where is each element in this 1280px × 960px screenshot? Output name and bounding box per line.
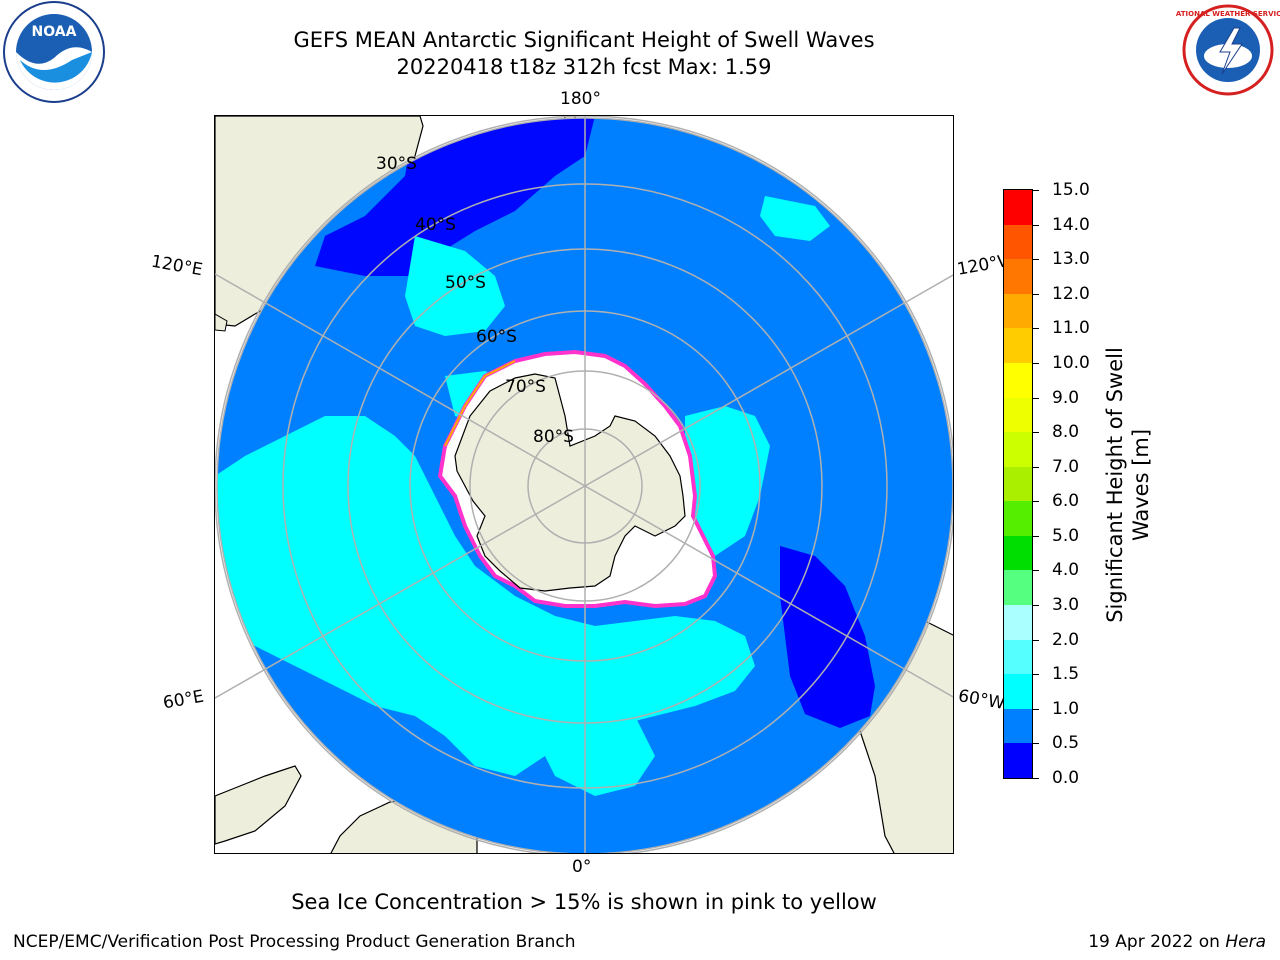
- credit-text: NCEP/EMC/Verification Post Processing Pr…: [13, 932, 576, 952]
- colorbar-tickmark: [1033, 501, 1039, 503]
- colorbar-bin-0-0.5: [1004, 743, 1032, 778]
- colorbar-bin-8-9: [1004, 397, 1032, 433]
- low-swell-patch-tasman: [315, 118, 595, 276]
- date-text: 19 Apr 2022 on Hera: [1088, 932, 1266, 952]
- colorbar-bin-12-13: [1004, 259, 1032, 294]
- colorbar-tick-label: 12.0: [1052, 283, 1090, 304]
- colorbar-tick-label: 9.0: [1052, 387, 1080, 408]
- meridian-label-60w: 60°W: [956, 686, 1006, 714]
- national-weather-service-logo: NATIONAL WEATHER SERVICE: [1176, 4, 1280, 96]
- colorbar-bin-6-7: [1004, 466, 1032, 502]
- colorbar-tick-label: 0.0: [1052, 768, 1080, 788]
- antarctica-land: [454, 373, 686, 592]
- lat-label-50: 50°S: [445, 273, 486, 293]
- colorbar-bin-9-10: [1004, 362, 1032, 398]
- chart-title: GEFS MEAN Antarctic Significant Height o…: [293, 28, 875, 52]
- colorbar-tick-label: 0.5: [1052, 733, 1080, 754]
- colorbar-tick-label: 10.0: [1052, 352, 1090, 373]
- lat-label-80: 80°S: [533, 427, 574, 447]
- sea-ice-orange-accent: [444, 360, 516, 447]
- colorbar-bin-2-3: [1004, 605, 1032, 640]
- polar-map: 30°S 40°S 50°S 60°S 70°S 80°S: [214, 115, 954, 854]
- colorbar-label-line2: Waves [m]: [1129, 428, 1153, 542]
- colorbar-tickmark: [1033, 778, 1039, 779]
- colorbar-tick-label: 3.0: [1052, 595, 1080, 616]
- colorbar-bin-14-15: [1004, 190, 1032, 225]
- colorbar-tickmark: [1033, 224, 1039, 226]
- lat-label-60: 60°S: [476, 327, 517, 347]
- colorbar-bin-5-6: [1004, 501, 1032, 536]
- lat-label-40: 40°S: [415, 215, 456, 235]
- meridian-label-0: 0°: [572, 857, 592, 877]
- colorbar-tickmark: [1033, 328, 1039, 330]
- colorbar-tick-label: 8.0: [1052, 422, 1080, 443]
- colorbar-bin-4-5: [1004, 535, 1032, 571]
- swell-patch-southern: [535, 676, 655, 796]
- noaa-logo-text: NOAA: [32, 24, 77, 40]
- meridian-label-60e: 60°E: [161, 686, 206, 714]
- colorbar-tickmark: [1033, 535, 1039, 537]
- low-swell-patch-patagonia: [780, 546, 875, 728]
- colorbar-tick-label: 1.0: [1052, 698, 1080, 719]
- island-land: [215, 313, 228, 332]
- lat-label-70: 70°S: [505, 377, 546, 397]
- meridian-label-120e: 120°E: [149, 251, 205, 281]
- colorbar-tickmark: [1033, 605, 1039, 607]
- colorbar-tickmark: [1033, 570, 1039, 572]
- swell-patch-pacific: [685, 406, 770, 556]
- machine-name: Hera: [1225, 932, 1266, 952]
- colorbar-label: Significant Height of Swell Waves [m]: [1102, 347, 1154, 623]
- date-prefix: 19 Apr 2022 on: [1088, 932, 1226, 952]
- colorbar-tickmark: [1033, 639, 1039, 641]
- lat-label-30: 30°S: [376, 154, 417, 174]
- colorbar-tick-label: 1.5: [1052, 664, 1080, 685]
- swell-band-indian: [217, 416, 755, 776]
- colorbar-tickmark: [1033, 259, 1039, 261]
- colorbar-tickmark: [1033, 293, 1039, 295]
- colorbar-bin-10-11: [1004, 328, 1032, 363]
- colorbar-bin-11-12: [1004, 293, 1032, 329]
- colorbar-tick-label: 5.0: [1052, 525, 1080, 546]
- colorbar-bin-1-1.5: [1004, 674, 1032, 709]
- colorbar-tick-label: 6.0: [1052, 491, 1080, 512]
- sea-ice-note: Sea Ice Concentration > 15% is shown in …: [291, 890, 877, 914]
- swell-patch-south-tasman: [405, 236, 505, 336]
- colorbar-bin-0.5-1: [1004, 708, 1032, 744]
- colorbar-bin-13-14: [1004, 224, 1032, 260]
- colorbar-tick-label: 14.0: [1052, 214, 1090, 235]
- meridian-label-180: 180°: [560, 89, 601, 109]
- colorbar-tickmark: [1033, 466, 1039, 468]
- colorbar-tickmark: [1033, 190, 1039, 191]
- latitude-labels: 30°S 40°S 50°S 60°S 70°S 80°S: [376, 154, 574, 447]
- colorbar-bin-3-4: [1004, 570, 1032, 606]
- graticule: [215, 116, 953, 853]
- africa-land: [215, 765, 302, 845]
- colorbar-tickmark: [1033, 743, 1039, 745]
- colorbar-label-line1: Significant Height of Swell: [1103, 347, 1127, 623]
- meridian-label-120w: 120°W: [955, 252, 1005, 280]
- colorbar-tickmark: [1033, 362, 1039, 364]
- colorbar-bin-1.5-2: [1004, 639, 1032, 675]
- colorbar: [1003, 189, 1033, 779]
- nws-logo-text: NATIONAL WEATHER SERVICE: [1176, 10, 1280, 18]
- colorbar-tick-label: 2.0: [1052, 629, 1080, 650]
- colorbar-tickmark: [1033, 708, 1039, 710]
- map-boundary-circle: [216, 117, 953, 853]
- colorbar-tick-label: 4.0: [1052, 560, 1080, 581]
- noaa-logo: NOAA: [3, 1, 105, 103]
- colorbar-tickmark: [1033, 397, 1039, 399]
- meridian-120e-60w: [215, 273, 953, 698]
- colorbar-tick-label: 11.0: [1052, 318, 1090, 339]
- chart-subtitle: 20220418 t18z 312h fcst Max: 1.59: [396, 55, 772, 79]
- colorbar-bin-7-8: [1004, 432, 1032, 467]
- colorbar-tick-label: 13.0: [1052, 249, 1090, 270]
- colorbar-tickmark: [1033, 432, 1039, 434]
- colorbar-tick-label: 15.0: [1052, 180, 1090, 200]
- colorbar-tickmark: [1033, 674, 1039, 676]
- colorbar-tick-label: 7.0: [1052, 456, 1080, 477]
- swell-patch-east: [760, 196, 830, 241]
